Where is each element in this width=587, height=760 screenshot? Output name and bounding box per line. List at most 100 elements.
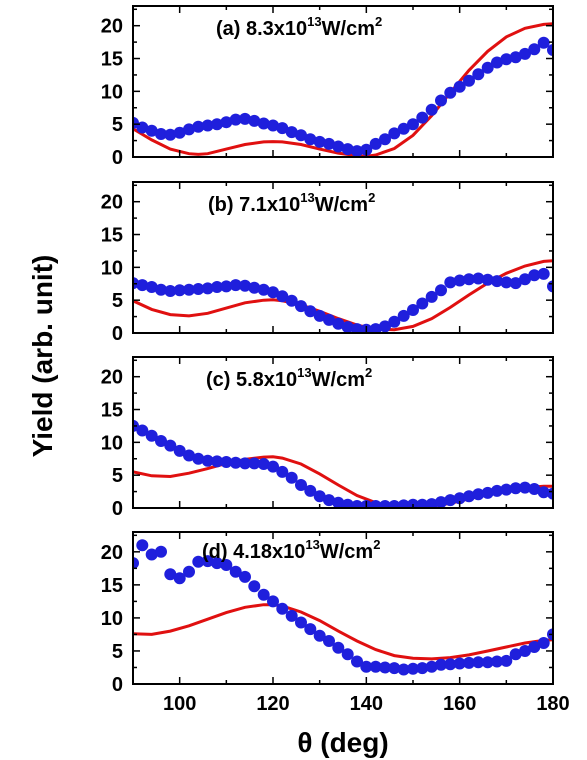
data-point — [211, 557, 223, 570]
data-point — [323, 494, 335, 507]
data-point — [360, 660, 373, 673]
data-point — [491, 655, 503, 668]
data-point — [453, 492, 466, 505]
y-tick-label: 10 — [101, 81, 123, 103]
x-tick-label: 180 — [536, 693, 569, 715]
y-tick-label: 20 — [101, 16, 123, 38]
data-point — [416, 662, 429, 675]
data-point — [267, 460, 279, 473]
data-point — [192, 120, 205, 133]
data-point — [397, 309, 410, 322]
y-tick-label: 10 — [101, 608, 123, 630]
data-point — [313, 135, 326, 148]
data-point — [220, 456, 233, 468]
y-tick-label: 20 — [101, 542, 123, 564]
data-point — [248, 114, 261, 127]
data-point — [379, 500, 391, 508]
data-point — [397, 663, 410, 676]
data-point — [276, 122, 289, 135]
data-point — [351, 145, 363, 157]
data-point — [133, 557, 139, 570]
data-point — [211, 281, 223, 293]
data-point — [155, 283, 167, 296]
data-point — [192, 283, 205, 295]
data-point — [351, 323, 363, 333]
panel-label: (d) 4.18x1013W/cm2 — [202, 537, 380, 563]
data-point — [481, 656, 494, 669]
data-point — [463, 273, 475, 286]
data-point — [267, 286, 279, 299]
data-point — [444, 494, 457, 507]
data-point — [463, 656, 475, 669]
data-point — [136, 539, 149, 552]
data-point — [229, 565, 242, 578]
data-point — [239, 457, 251, 470]
data-point — [379, 320, 391, 333]
data-point — [295, 616, 307, 629]
panel-b: 0 5 10 15 20 (b) 7.1x1013W/cm2 — [101, 181, 554, 345]
x-axis-title: θ (deg) — [297, 727, 388, 758]
data-point — [173, 572, 186, 585]
data-point — [369, 500, 382, 508]
data-point — [360, 143, 373, 156]
data-point — [229, 279, 242, 292]
data-point — [341, 143, 354, 156]
data-point — [481, 486, 494, 499]
data-point — [257, 458, 270, 470]
data-point — [173, 284, 186, 297]
data-point — [285, 609, 298, 622]
data-point — [425, 290, 438, 303]
data-point — [537, 486, 550, 499]
data-point — [519, 273, 531, 286]
x-tick-label: 140 — [350, 693, 383, 715]
data-point — [164, 285, 177, 297]
panel-label: (c) 5.8x1013W/cm2 — [206, 365, 372, 391]
data-point — [313, 629, 326, 642]
data-point — [239, 279, 251, 292]
data-points — [133, 267, 553, 333]
data-point — [388, 127, 401, 140]
data-point — [332, 496, 345, 508]
y-tick-label: 0 — [112, 498, 123, 520]
data-point — [313, 490, 326, 503]
data-point — [304, 133, 317, 146]
data-point — [276, 602, 289, 615]
data-point — [239, 112, 251, 125]
data-point — [416, 297, 429, 310]
data-point — [500, 483, 513, 496]
data-point — [444, 276, 457, 289]
data-point — [435, 658, 447, 671]
data-point — [369, 323, 382, 333]
data-point — [276, 465, 289, 478]
data-point — [183, 283, 195, 296]
data-point — [248, 457, 261, 470]
data-point — [276, 290, 289, 303]
data-point — [435, 496, 447, 508]
data-point — [500, 53, 513, 66]
data-point — [323, 137, 335, 150]
y-tick-label: 20 — [101, 192, 123, 214]
data-point — [267, 119, 279, 132]
data-point — [351, 500, 363, 508]
data-point — [136, 279, 149, 292]
data-point — [155, 435, 167, 447]
plot-frame — [132, 531, 554, 685]
data-point — [304, 305, 317, 318]
data-point — [397, 122, 410, 135]
data-point — [481, 61, 494, 74]
data-point — [500, 654, 513, 667]
data-points — [133, 36, 553, 157]
y-tick-label: 5 — [112, 465, 123, 487]
data-point — [145, 281, 158, 293]
data-point — [369, 660, 382, 673]
data-point — [500, 276, 513, 289]
panel-c: 0 5 10 15 20 (c) 5.8x1013W/cm2 — [101, 356, 554, 520]
data-point — [341, 648, 354, 661]
data-point — [435, 284, 447, 297]
data-point — [509, 648, 522, 661]
plot-frame — [132, 356, 554, 509]
data-point — [201, 282, 214, 295]
data-point — [285, 126, 298, 139]
data-point — [369, 137, 382, 150]
data-point — [509, 482, 522, 495]
